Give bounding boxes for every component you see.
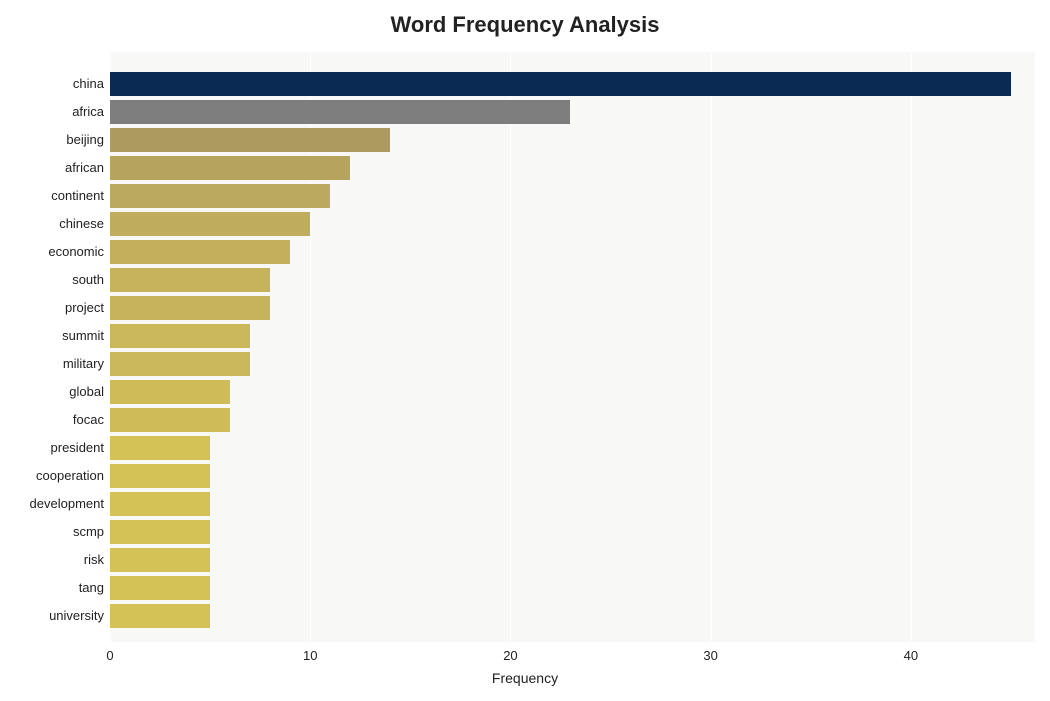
y-tick-label: african [4, 156, 104, 180]
bar [110, 212, 310, 236]
bar [110, 324, 250, 348]
bar [110, 408, 230, 432]
bar [110, 128, 390, 152]
y-tick-label: development [4, 492, 104, 516]
bar [110, 604, 210, 628]
y-tick-label: africa [4, 100, 104, 124]
bar [110, 520, 210, 544]
bar [110, 576, 210, 600]
y-tick-label: tang [4, 576, 104, 600]
x-tick-label: 30 [703, 648, 717, 663]
bar [110, 184, 330, 208]
bar [110, 100, 570, 124]
y-tick-label: beijing [4, 128, 104, 152]
bar [110, 352, 250, 376]
bar [110, 380, 230, 404]
bar [110, 72, 1011, 96]
y-tick-label: economic [4, 240, 104, 264]
y-tick-label: president [4, 436, 104, 460]
bar [110, 492, 210, 516]
gridline [911, 52, 912, 642]
y-tick-label: china [4, 72, 104, 96]
y-tick-label: risk [4, 548, 104, 572]
y-tick-label: continent [4, 184, 104, 208]
bar [110, 156, 350, 180]
bar [110, 548, 210, 572]
x-tick-label: 10 [303, 648, 317, 663]
y-tick-label: global [4, 380, 104, 404]
x-axis-title: Frequency [0, 670, 1050, 686]
plot-area [110, 52, 1035, 642]
bar [110, 464, 210, 488]
y-tick-label: summit [4, 324, 104, 348]
word-frequency-chart: Word Frequency Analysis Frequency 0 10 20 3… [0, 0, 1050, 701]
x-tick-label: 40 [904, 648, 918, 663]
gridline [711, 52, 712, 642]
bar [110, 436, 210, 460]
y-tick-label: cooperation [4, 464, 104, 488]
bar [110, 240, 290, 264]
y-tick-label: south [4, 268, 104, 292]
y-tick-label: focac [4, 408, 104, 432]
y-tick-label: military [4, 352, 104, 376]
gridline [510, 52, 511, 642]
y-tick-label: chinese [4, 212, 104, 236]
chart-title: Word Frequency Analysis [0, 12, 1050, 38]
x-tick-label: 0 [106, 648, 113, 663]
y-tick-label: scmp [4, 520, 104, 544]
y-tick-label: project [4, 296, 104, 320]
bar [110, 296, 270, 320]
x-tick-label: 20 [503, 648, 517, 663]
y-tick-label: university [4, 604, 104, 628]
bar [110, 268, 270, 292]
